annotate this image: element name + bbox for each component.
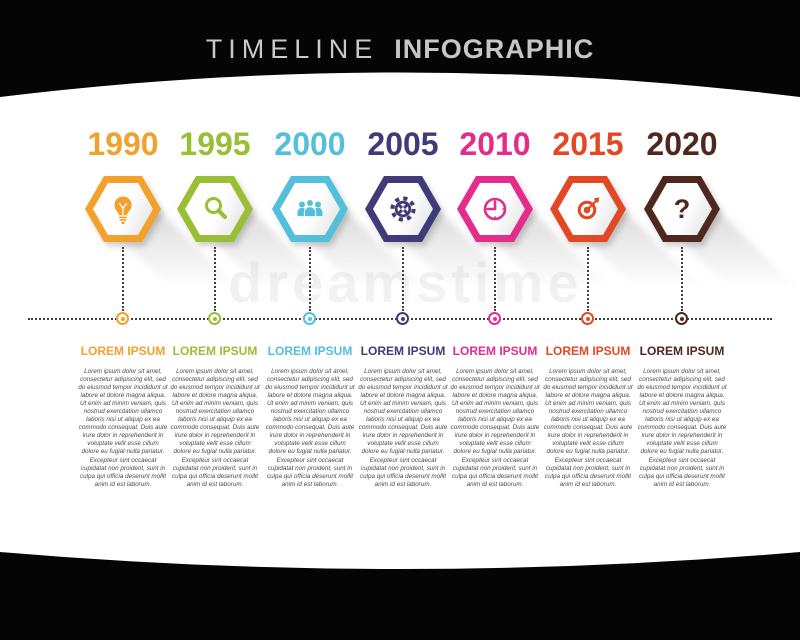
milestone-heading: LOREM IPSUM (545, 344, 631, 358)
marker-dot (585, 316, 590, 321)
top-band (0, 0, 800, 97)
timeline-marker (581, 312, 594, 325)
dotted-connector (309, 247, 311, 311)
marker-dot (679, 316, 684, 321)
timeline-marker (675, 312, 688, 325)
hexagon-face (185, 183, 245, 235)
hexagon-face (652, 183, 712, 235)
target-icon (570, 191, 606, 227)
marker-dot (492, 316, 497, 321)
milestone-body: Lorem ipsum dolor sit amet, consectetur … (450, 368, 540, 488)
milestone-body: Lorem ipsum dolor sit amet, consectetur … (78, 368, 168, 488)
milestone-2010: 2010 LOREM IPSUM Lorem ipsum dolor sit a… (449, 0, 627, 560)
timeline-marker (208, 312, 221, 325)
magnifier-icon (197, 191, 233, 227)
title-word-infographic: INFOGRAPHIC (394, 34, 595, 64)
dotted-connector (681, 247, 683, 311)
milestone-hexagon (177, 176, 253, 242)
milestone-hexagon (457, 176, 533, 242)
marker-dot (120, 316, 125, 321)
milestone-body: Lorem ipsum dolor sit amet, consectetur … (358, 368, 448, 488)
year-label: 1990 (87, 126, 159, 162)
dotted-connector (214, 247, 216, 311)
milestone-body: Lorem ipsum dolor sit amet, consectetur … (265, 368, 355, 488)
milestone-hexagon (550, 176, 626, 242)
milestone-hexagon (272, 176, 348, 242)
timeline-marker (116, 312, 129, 325)
footer-icons: $ (0, 550, 800, 640)
milestone-body: Lorem ipsum dolor sit amet, consectetur … (637, 368, 727, 488)
milestone-heading: LOREM IPSUM (639, 344, 725, 358)
svg-text:?: ? (674, 194, 691, 224)
timeline-marker (303, 312, 316, 325)
page-title: TIMELINE INFOGRAPHIC (0, 34, 800, 65)
people-group-icon (292, 191, 328, 227)
year-label: 2000 (274, 126, 346, 162)
milestone-1995: 1995 LOREM IPSUM Lorem ipsum dolor sit a… (169, 0, 347, 560)
milestone-heading: LOREM IPSUM (172, 344, 258, 358)
dotted-connector (122, 247, 124, 311)
marker-dot (212, 316, 217, 321)
milestone-2015: 2015 LOREM IPSUM Lorem ipsum dolor sit a… (542, 0, 720, 560)
dotted-connector (587, 247, 589, 311)
bottom-band (0, 552, 800, 640)
year-label: 2020 (646, 126, 718, 162)
milestone-hexagon: ? (644, 176, 720, 242)
milestone-heading: LOREM IPSUM (267, 344, 353, 358)
year-label: 2010 (459, 126, 531, 162)
year-label: 1995 (179, 126, 251, 162)
milestone-body: Lorem ipsum dolor sit amet, consectetur … (543, 368, 633, 488)
milestone-heading: LOREM IPSUM (80, 344, 166, 358)
dotted-connector (402, 247, 404, 311)
milestone-body: Lorem ipsum dolor sit amet, consectetur … (170, 368, 260, 488)
year-label: 2015 (552, 126, 624, 162)
milestone-2020: 2020 ? LOREM IPSUM Lorem ipsum dolor sit… (636, 0, 800, 560)
year-label: 2005 (367, 126, 439, 162)
milestone-2005: 2005 LOREM IPSUM Lorem ipsum dolor sit a… (357, 0, 535, 560)
milestone-hexagon (365, 176, 441, 242)
lightbulb-icon (105, 191, 141, 227)
dotted-connector (494, 247, 496, 311)
milestone-heading: LOREM IPSUM (360, 344, 446, 358)
title-word-timeline: TIMELINE (205, 34, 379, 64)
milestone-heading: LOREM IPSUM (452, 344, 538, 358)
marker-dot (307, 316, 312, 321)
milestone-2000: 2000 LOREM IPSUM Lorem ipsum dolor sit a… (264, 0, 442, 560)
milestone-1990: 1990 LOREM IPSUM Lorem ipsum dolor sit a… (77, 0, 255, 560)
question-icon: ? (664, 191, 700, 227)
marker-dot (400, 316, 405, 321)
timeline-marker (396, 312, 409, 325)
timeline-marker (488, 312, 501, 325)
milestone-hexagon (85, 176, 161, 242)
gear-icon (385, 191, 421, 227)
clock-icon (477, 191, 513, 227)
